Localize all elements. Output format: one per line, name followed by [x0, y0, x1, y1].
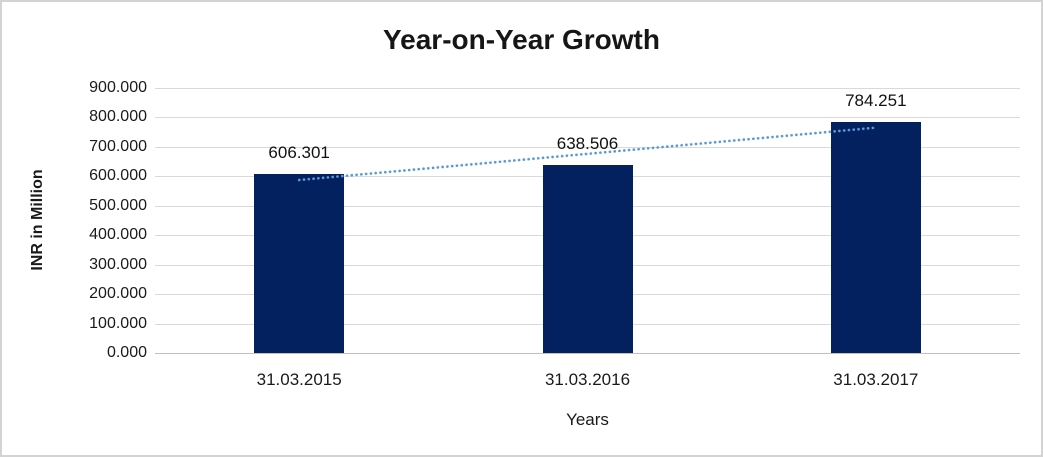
chart-bar [254, 174, 345, 353]
y-tick-label: 900.000 [89, 79, 147, 96]
bar-value-label: 784.251 [845, 91, 907, 111]
gridline-0.000 [155, 353, 1020, 354]
y-tick-label: 0.000 [106, 344, 147, 361]
y-tick-label: 600.000 [89, 167, 147, 185]
y-tick-label: 100.000 [89, 314, 147, 332]
bar-value-label: 606.301 [268, 143, 330, 163]
bar-value-label: 638.506 [556, 133, 619, 153]
gridline-900.000 [155, 88, 1020, 89]
x-tick-label: 31.03.2015 [256, 370, 342, 389]
y-tick-label: 200.000 [89, 285, 147, 303]
y-tick-label: 400.000 [89, 226, 147, 244]
y-tick-label: 700.000 [89, 137, 147, 155]
x-tick-label: 31.03.2017 [833, 370, 919, 389]
y-tick-label: 300.000 [89, 255, 147, 273]
y-axis-title: INR in Million [29, 169, 46, 271]
chart-bar [542, 164, 633, 353]
chart-bar [830, 122, 921, 353]
y-tick-label: 800.000 [89, 108, 147, 126]
x-tick-label: 31.03.2016 [544, 370, 631, 389]
y-tick-label: 500.000 [89, 196, 147, 214]
gridline-800.000 [155, 117, 1020, 119]
chart-title: Year-on-Year Growth [383, 24, 660, 55]
x-axis-title: Years [566, 410, 609, 429]
